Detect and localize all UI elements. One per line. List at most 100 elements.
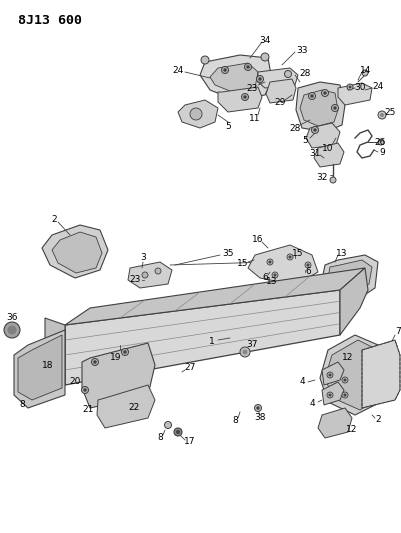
Polygon shape bbox=[305, 123, 339, 148]
Text: 11: 11 bbox=[249, 114, 260, 123]
Polygon shape bbox=[200, 55, 271, 100]
Circle shape bbox=[91, 359, 98, 366]
Circle shape bbox=[256, 407, 259, 409]
Text: 22: 22 bbox=[128, 403, 139, 413]
Text: 23: 23 bbox=[246, 84, 257, 93]
Polygon shape bbox=[97, 385, 155, 428]
Text: 32: 32 bbox=[316, 174, 327, 182]
Text: 28: 28 bbox=[289, 124, 300, 133]
Polygon shape bbox=[321, 255, 377, 298]
Text: 4: 4 bbox=[308, 400, 314, 408]
Circle shape bbox=[256, 76, 263, 83]
Circle shape bbox=[8, 326, 16, 334]
Circle shape bbox=[326, 392, 332, 398]
Text: 1: 1 bbox=[209, 337, 215, 346]
Text: 26: 26 bbox=[373, 138, 385, 147]
Circle shape bbox=[328, 394, 330, 396]
Text: 5: 5 bbox=[225, 122, 230, 131]
Text: 24: 24 bbox=[172, 66, 183, 75]
Circle shape bbox=[348, 86, 350, 88]
Text: 6: 6 bbox=[304, 268, 310, 277]
Text: 10: 10 bbox=[322, 143, 333, 152]
Circle shape bbox=[306, 264, 308, 266]
Text: 2: 2 bbox=[51, 215, 57, 224]
Circle shape bbox=[124, 351, 126, 353]
Circle shape bbox=[243, 96, 245, 98]
Polygon shape bbox=[361, 340, 399, 408]
Circle shape bbox=[242, 350, 246, 354]
Polygon shape bbox=[65, 290, 339, 385]
Circle shape bbox=[361, 70, 367, 76]
Circle shape bbox=[311, 126, 318, 133]
Circle shape bbox=[121, 349, 128, 356]
Circle shape bbox=[304, 262, 310, 268]
Text: 14: 14 bbox=[359, 66, 371, 75]
Polygon shape bbox=[217, 87, 261, 112]
Text: 15: 15 bbox=[237, 259, 248, 268]
Polygon shape bbox=[178, 100, 217, 128]
Text: 20: 20 bbox=[69, 377, 81, 386]
Circle shape bbox=[223, 69, 226, 71]
Circle shape bbox=[313, 129, 316, 131]
Text: 18: 18 bbox=[42, 361, 54, 370]
Text: 29: 29 bbox=[273, 98, 285, 107]
Circle shape bbox=[288, 256, 290, 258]
Text: 8: 8 bbox=[19, 400, 25, 409]
Polygon shape bbox=[337, 83, 371, 105]
Polygon shape bbox=[324, 340, 387, 410]
Text: 34: 34 bbox=[259, 36, 270, 44]
Circle shape bbox=[377, 139, 383, 145]
Text: 15: 15 bbox=[292, 248, 303, 257]
Circle shape bbox=[326, 372, 332, 378]
Circle shape bbox=[266, 259, 272, 265]
Circle shape bbox=[377, 111, 385, 119]
Circle shape bbox=[343, 379, 345, 381]
Circle shape bbox=[329, 177, 335, 183]
Circle shape bbox=[200, 56, 209, 64]
Circle shape bbox=[244, 63, 251, 70]
Text: 13: 13 bbox=[265, 278, 277, 287]
Text: 4: 4 bbox=[298, 377, 304, 386]
Circle shape bbox=[221, 67, 228, 74]
Circle shape bbox=[190, 108, 201, 120]
Polygon shape bbox=[52, 232, 102, 273]
Polygon shape bbox=[247, 245, 317, 285]
Circle shape bbox=[343, 394, 345, 396]
Text: 37: 37 bbox=[246, 341, 257, 350]
Circle shape bbox=[81, 386, 88, 393]
Circle shape bbox=[83, 389, 86, 391]
Circle shape bbox=[176, 431, 179, 433]
Polygon shape bbox=[128, 262, 172, 288]
Circle shape bbox=[273, 274, 275, 276]
Circle shape bbox=[341, 392, 347, 398]
Polygon shape bbox=[42, 225, 108, 278]
Circle shape bbox=[333, 107, 335, 109]
Polygon shape bbox=[321, 382, 343, 405]
Polygon shape bbox=[209, 63, 257, 93]
Text: 12: 12 bbox=[345, 425, 357, 434]
Circle shape bbox=[260, 53, 268, 61]
Polygon shape bbox=[45, 318, 65, 385]
Polygon shape bbox=[319, 335, 391, 415]
Polygon shape bbox=[65, 268, 364, 325]
Text: 36: 36 bbox=[6, 313, 18, 322]
Text: 21: 21 bbox=[82, 406, 93, 415]
Text: 38: 38 bbox=[253, 414, 265, 423]
Circle shape bbox=[271, 272, 277, 278]
Text: 8: 8 bbox=[231, 416, 237, 425]
Polygon shape bbox=[299, 90, 337, 126]
Text: 19: 19 bbox=[110, 353, 122, 362]
Polygon shape bbox=[327, 260, 371, 292]
Circle shape bbox=[164, 422, 171, 429]
Circle shape bbox=[346, 84, 352, 90]
Circle shape bbox=[174, 428, 182, 436]
Circle shape bbox=[310, 95, 312, 97]
Circle shape bbox=[246, 66, 249, 68]
Text: 27: 27 bbox=[184, 364, 195, 373]
Polygon shape bbox=[18, 335, 62, 400]
Text: 3: 3 bbox=[140, 254, 146, 262]
Text: 2: 2 bbox=[374, 416, 380, 424]
Circle shape bbox=[4, 322, 20, 338]
Text: 17: 17 bbox=[184, 438, 195, 447]
Text: 33: 33 bbox=[296, 45, 307, 54]
